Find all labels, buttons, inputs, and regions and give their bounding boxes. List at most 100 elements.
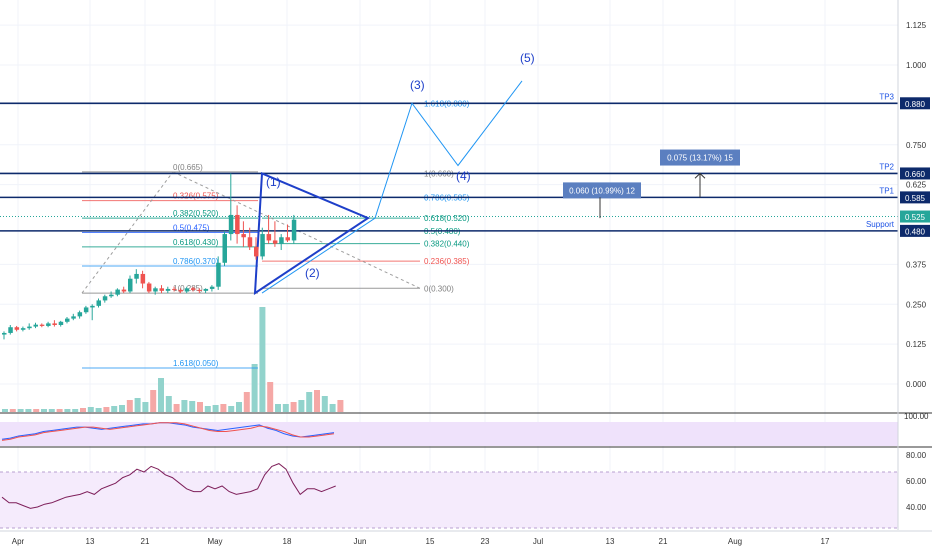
candle-body [241, 234, 246, 238]
volume-bar [25, 409, 32, 412]
level-price-tag [900, 97, 930, 110]
volume-bar [72, 409, 79, 412]
volume-bar [236, 402, 242, 412]
time-tick-label: 21 [141, 537, 150, 546]
volume-bar [220, 404, 227, 412]
volume-bar [48, 409, 55, 412]
candle-body [209, 286, 215, 289]
candle-body [222, 234, 227, 263]
candle-body [285, 237, 290, 241]
time-tick-label: 18 [283, 537, 292, 546]
fib-retracement-label: 0.382(0.520) [173, 209, 219, 218]
candle-body [39, 324, 45, 326]
volume-bar [33, 409, 40, 412]
wave-label: (1) [266, 175, 281, 189]
volume-bar [126, 400, 133, 412]
oscillator-2-band [0, 472, 898, 528]
level-label: TP2 [879, 162, 894, 171]
horizontal-levels: TP3 TP2 TP1 Support [0, 92, 898, 232]
level-price-tag [900, 224, 930, 237]
time-tick-label: 13 [86, 537, 95, 546]
time-tick-label: Jul [533, 537, 543, 546]
volume-bar [290, 402, 297, 412]
volume-bar [80, 408, 86, 412]
time-axis: Apr 13 21 May 18 Jun 15 23 Jul 13 21 Aug 17 [0, 530, 932, 546]
fib-extension-label: 0.618(0.520) [424, 214, 470, 223]
price-tick-label: 0.250 [906, 300, 927, 309]
volume-bar [95, 408, 102, 412]
wave-label: (2) [305, 266, 320, 280]
fib-retracement-label: 0(0.665) [173, 163, 203, 172]
oscillator-series [1, 422, 336, 509]
candle-body [20, 328, 26, 330]
candle-body [172, 288, 177, 290]
candle-body [266, 234, 272, 241]
level-label: TP1 [879, 186, 894, 195]
candle-body [27, 326, 32, 329]
volume-bar [56, 409, 63, 412]
price-tick-label: 0.125 [906, 340, 927, 349]
level-price-tag-text: 0.660 [905, 170, 926, 179]
volume-bar [64, 409, 71, 412]
volume-bar [251, 364, 258, 412]
candle-body [134, 273, 139, 279]
price-tick-label: 0.625 [906, 181, 927, 190]
candle-body [52, 323, 57, 325]
time-tick-label: Apr [12, 537, 25, 546]
volume-bar [17, 409, 24, 412]
pane-backgrounds [0, 412, 932, 529]
measure-box [563, 182, 641, 199]
grid-lines [0, 0, 898, 530]
volume-bar [228, 406, 235, 412]
candle-body [8, 327, 13, 333]
osc2-tick-label: 40.00 [906, 503, 927, 512]
current-price-tag [900, 210, 930, 223]
volume-bar [119, 405, 125, 412]
level-price-tag-text: 0.480 [905, 227, 926, 236]
volume-bar [111, 406, 118, 412]
osc2-tick-label: 80.00 [906, 451, 927, 460]
fib-retracement-label: 0.618(0.430) [173, 238, 219, 247]
fib-retracement-label: 0.786(0.370) [173, 257, 219, 266]
price-axis: 0.880 0.660 0.585 0.480 0.525 1.125 1.000 0.750… [897, 0, 930, 530]
time-tick-label: Jun [354, 537, 367, 546]
fib-extension-label: 0(0.300) [424, 284, 454, 293]
level-price-tag [900, 167, 930, 180]
price-tick-label: 0.000 [906, 380, 927, 389]
candle-body [128, 278, 133, 292]
volume-bar [158, 378, 164, 412]
wave-label: (3) [410, 78, 425, 92]
measure-box-label: 0.060 (10.99%) 12 [569, 186, 635, 195]
volume-bar [306, 392, 313, 412]
level-price-tag [900, 191, 930, 204]
volume-bar [321, 396, 328, 412]
volume-bar [329, 404, 336, 412]
oscillator-1-line [1, 422, 335, 441]
candle-body [247, 237, 253, 247]
time-tick-label: 21 [659, 537, 668, 546]
volume-bar [204, 406, 211, 412]
candle-body [109, 294, 114, 297]
volume-bar [337, 400, 344, 412]
candle-body [46, 323, 51, 326]
wave-drawings: (1) (2) (3) (4) (5) 0.060 (10.99%) 12 0.075 (1… [253, 51, 740, 296]
volume-bar [243, 392, 250, 412]
candle-body [235, 214, 240, 235]
volume-bars [2, 307, 344, 412]
candle-body [140, 273, 146, 284]
volume-bar [134, 398, 141, 412]
current-price-tag-text: 0.525 [905, 213, 926, 222]
volume-bar [9, 409, 16, 412]
candle-body [102, 296, 108, 301]
candle-body [153, 288, 158, 292]
volume-bar [298, 400, 305, 412]
time-tick-label: 15 [426, 537, 435, 546]
candle-body [71, 316, 76, 319]
time-tick-label: 13 [606, 537, 615, 546]
candle-body [260, 234, 265, 257]
candle-body [216, 262, 221, 287]
osc2-tick-label: 60.00 [906, 477, 927, 486]
volume-bar [165, 396, 172, 412]
